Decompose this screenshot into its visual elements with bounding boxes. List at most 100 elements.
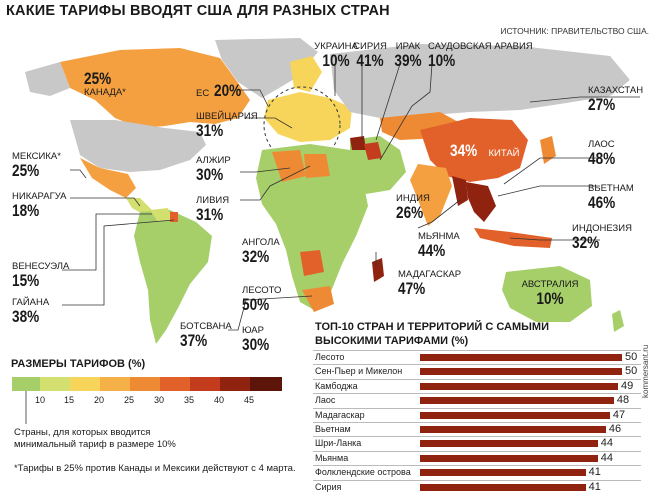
label-ukraine: УКРАИНА 10% [314, 41, 358, 70]
label-india: ИНДИЯ 26% [396, 193, 430, 222]
top10-value: 48 [616, 394, 630, 407]
top10-bar [420, 483, 586, 491]
indochina-shape [466, 182, 496, 222]
legend-title: РАЗМЕРЫ ТАРИФОВ (%) [11, 358, 146, 370]
top10-row: Фолклендские острова 41 [313, 465, 641, 480]
japan-shape [540, 136, 556, 164]
canada-shape [60, 48, 250, 128]
top10-country: Мадагаскар [315, 409, 365, 420]
angola-shape [300, 250, 324, 276]
libya-shape [304, 154, 330, 178]
label-china: 34% КИТАЙ [450, 141, 520, 160]
top10-value: 49 [620, 379, 634, 392]
madagascar-shape [372, 258, 384, 282]
legend-tick: 25 [124, 395, 135, 405]
greenland-shape [215, 38, 318, 98]
label-guyana: ГАЙАНА 38% [12, 297, 50, 326]
new-zealand-shape [612, 310, 624, 332]
label-libya: ЛИВИЯ 31% [196, 195, 230, 224]
legend-tick: 35 [184, 395, 195, 405]
top10-value: 46 [608, 423, 622, 435]
label-australia: АВСТРАЛИЯ 10% [521, 279, 579, 308]
label-canada: 25% КАНАДА* [84, 69, 126, 98]
top10-title: ТОП-10 СТРАН И ТЕРРИТОРИЙ С САМЫМИ ВЫСОК… [315, 321, 549, 347]
page-title: КАКИЕ ТАРИФЫ ВВОДЯТ США ДЛЯ РАЗНЫХ СТРАН [6, 3, 390, 19]
label-venezuela: ВЕНЕСУЭЛА 15% [12, 261, 70, 290]
label-iraq: ИРАК 39% [394, 41, 422, 70]
top10-value: 50 [625, 365, 638, 378]
top10-row: Шри-Ланка 44 [313, 436, 641, 451]
label-algeria: АЛЖИР 30% [196, 155, 231, 184]
legend-tick: 10 [35, 395, 46, 405]
top10-country: Сен-Пьер и Микелон [315, 366, 403, 377]
top10-bar [420, 426, 606, 433]
legend-tick: 20 [94, 395, 105, 405]
top10-row: Лесото 50 [313, 350, 641, 365]
top10-country: Камбоджа [315, 380, 358, 391]
label-saudi: САУДОВСКАЯ АРАВИЯ 10% [428, 41, 533, 70]
label-nicaragua: НИКАРАГУА 18% [12, 191, 67, 220]
south-america-shape [134, 210, 212, 344]
top10-bar [420, 469, 586, 477]
top10-value: 41 [588, 480, 601, 493]
guyana-shape [170, 212, 178, 222]
legend-tick: 15 [64, 395, 75, 405]
label-indonesia: ИНДОНЕЗИЯ 32% [572, 223, 632, 252]
south-africa-shape [302, 286, 334, 312]
legend-tick: 40 [214, 395, 225, 405]
top10-bar [420, 454, 598, 462]
label-myanmar: МЬЯНМА 44% [418, 231, 460, 260]
top10-country: Мьянма [315, 452, 349, 463]
label-eu: ЕС 20% [196, 81, 241, 100]
mexico-shape [80, 158, 136, 198]
top10-bar [420, 440, 598, 448]
alaska-shape [25, 62, 70, 96]
top10-country: Шри-Ланка [315, 438, 362, 449]
top10-value: 41 [588, 466, 601, 479]
footnote: *Тарифы в 25% против Канады и Мексики де… [14, 463, 296, 474]
label-angola: АНГОЛА 32% [242, 237, 280, 266]
label-syria: СИРИЯ 41% [353, 41, 387, 70]
legend-swatches [12, 377, 282, 424]
top10-bar [420, 354, 622, 361]
top10-country: Вьетнам [315, 424, 351, 434]
top10-country: Лаос [315, 395, 336, 406]
legend-note: Страны, для которых вводится минимальный… [14, 427, 176, 450]
leader-lines [62, 63, 640, 331]
myanmar-shape [452, 176, 468, 206]
top10-row: Сирия 41 [313, 479, 641, 495]
iraq-shape [364, 142, 382, 160]
top10-bar [420, 382, 618, 390]
top10-row: Мадагаскар 47 [313, 407, 641, 423]
label-vietnam: ВЬЕТНАМ 46% [588, 183, 634, 212]
syria-shape [350, 136, 366, 150]
top10-row: Вьетнам 46 [313, 422, 641, 437]
top10-value: 47 [612, 408, 626, 421]
china-shape [420, 118, 528, 182]
top10-value: 50 [625, 351, 638, 363]
label-sar: ЮАР 30% [242, 325, 270, 354]
label-laos: ЛАОС 48% [588, 139, 616, 168]
legend-tick: 30 [154, 395, 165, 405]
top10-value: 44 [600, 451, 613, 464]
india-shape [410, 164, 452, 226]
africa-shape [256, 144, 368, 310]
top10-bar [420, 397, 614, 405]
legend-tick: 45 [244, 395, 255, 405]
europe-shape [264, 92, 352, 142]
central-america-shape [126, 198, 152, 216]
top10-country: Сирия [315, 481, 342, 492]
top10-bar [420, 411, 610, 419]
top10-country: Фолклендские острова [315, 467, 411, 478]
credit: kommersant.ru [641, 344, 650, 398]
top10-bar [420, 368, 622, 376]
label-lesotho: ЛЕСОТО 50% [242, 285, 282, 314]
source-note: ИСТОЧНИК: ПРАВИТЕЛЬСТВО США. [500, 26, 649, 36]
label-kazakhstan: КАЗАХСТАН 27% [588, 85, 644, 114]
switzerland-highlight [263, 86, 341, 164]
usa-shape [70, 120, 206, 172]
australia-shape [502, 266, 592, 322]
middle-east-shape [350, 136, 406, 194]
venezuela-shape [150, 208, 172, 222]
